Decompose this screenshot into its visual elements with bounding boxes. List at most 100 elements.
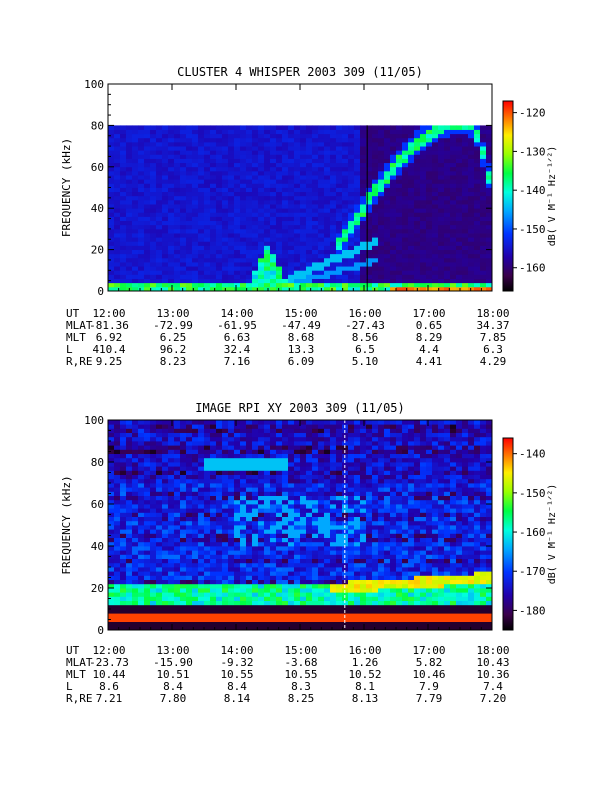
- spectrogram-cell: [246, 266, 253, 271]
- spectrogram-cell: [120, 204, 127, 209]
- spectrogram-cell: [336, 224, 343, 230]
- spectrogram-cell: [432, 253, 439, 259]
- spectrogram-cell: [378, 495, 385, 501]
- spectrogram-cell: [126, 466, 133, 471]
- spectrogram-cell: [264, 278, 271, 284]
- spectrogram-cell: [228, 583, 235, 589]
- spectrogram-cell: [444, 274, 451, 279]
- spectrogram-cell: [336, 596, 343, 601]
- spectrogram-cell: [330, 204, 337, 209]
- y-tick-label: 20: [91, 244, 104, 257]
- spectrogram-cell: [294, 483, 301, 488]
- spectrogram-cell: [420, 286, 427, 292]
- spectrogram-cell: [168, 575, 175, 580]
- spectrogram-cell: [150, 588, 157, 593]
- spectrogram-cell: [408, 286, 415, 292]
- spectrogram-cell: [396, 166, 403, 172]
- spectrogram-cell: [192, 220, 199, 226]
- spectrogram-cell: [186, 604, 193, 610]
- spectrogram-cell: [132, 278, 139, 284]
- spectrogram-cell: [258, 204, 265, 209]
- spectrogram-cell: [306, 158, 313, 164]
- spectrogram-cell: [228, 546, 235, 551]
- spectrogram-cell: [252, 187, 259, 193]
- spectrogram-cell: [372, 129, 379, 135]
- spectrogram-cell: [324, 478, 331, 484]
- spectrogram-cell: [216, 183, 223, 188]
- spectrogram-cell: [360, 183, 367, 188]
- spectrogram-cell: [216, 129, 223, 135]
- spectrogram-cell: [450, 262, 457, 267]
- spectrogram-cell: [486, 245, 493, 250]
- spectrogram-cell: [366, 546, 373, 551]
- spectrogram-cell: [366, 583, 373, 589]
- spectrogram-cell: [156, 249, 163, 255]
- spectrogram-cell: [348, 491, 355, 496]
- spectrogram-cell: [276, 596, 283, 601]
- spectrogram-cell: [330, 436, 337, 442]
- spectrogram-cell: [270, 596, 277, 601]
- spectrogram-cell: [174, 457, 181, 463]
- spectrogram-cell: [348, 270, 355, 275]
- spectrogram-cell: [162, 137, 169, 143]
- spectrogram-cell: [144, 537, 151, 543]
- spectrogram-cell: [108, 141, 115, 147]
- spectrogram-cell: [432, 170, 439, 176]
- spectrogram-cell: [468, 162, 475, 168]
- spectrogram-cell: [300, 253, 307, 259]
- spectrogram-cell: [282, 525, 289, 530]
- spectrogram-cell: [360, 270, 367, 275]
- ephemeris-value: 16:00: [348, 307, 381, 320]
- spectrogram-cell: [240, 154, 247, 159]
- spectrogram-cell: [198, 449, 205, 454]
- spectrogram-cell: [306, 187, 313, 193]
- spectrogram-cell: [180, 270, 187, 275]
- spectrogram-cell: [282, 125, 289, 130]
- spectrogram-cell: [126, 508, 133, 513]
- spectrogram-cell: [378, 562, 385, 568]
- spectrogram-cell: [348, 253, 355, 259]
- spectrogram-cell: [192, 150, 199, 155]
- spectrogram-cell: [318, 579, 325, 585]
- spectrogram-cell: [414, 228, 421, 234]
- spectrogram-cell: [270, 436, 277, 442]
- spectrogram-cell: [318, 483, 325, 488]
- spectrogram-cell: [174, 424, 181, 429]
- spectrogram-cell: [486, 266, 493, 271]
- spectrogram-cell: [396, 216, 403, 222]
- spectrogram-cell: [408, 282, 415, 288]
- spectrogram-cell: [258, 282, 265, 288]
- spectrogram-cell: [354, 282, 361, 288]
- spectrogram-cell: [258, 195, 265, 201]
- spectrogram-cell: [252, 436, 259, 442]
- spectrogram-cell: [252, 199, 259, 205]
- spectrogram-cell: [318, 253, 325, 259]
- spectrogram-cell: [246, 529, 253, 534]
- spectrogram-cell: [156, 125, 163, 130]
- spectrogram-cell: [306, 470, 313, 475]
- spectrogram-cell: [306, 533, 313, 538]
- spectrogram-cell: [474, 212, 481, 217]
- spectrogram-cell: [180, 592, 187, 597]
- spectrogram-cell: [300, 592, 307, 597]
- spectrogram-cell: [282, 266, 289, 271]
- spectrogram-cell: [168, 466, 175, 471]
- spectrogram-cell: [366, 529, 373, 534]
- spectrogram-cell: [360, 546, 367, 551]
- spectrogram-cell: [366, 228, 373, 234]
- spectrogram-cell: [294, 146, 301, 151]
- spectrogram-cell: [366, 175, 373, 180]
- spectrogram-cell: [198, 216, 205, 222]
- spectrogram-cell: [252, 537, 259, 543]
- spectrogram-cell: [264, 525, 271, 530]
- spectrogram-cell: [336, 125, 343, 130]
- spectrogram-cell: [396, 137, 403, 143]
- spectrogram-cell: [246, 588, 253, 593]
- spectrogram-cell: [378, 241, 385, 246]
- spectrogram-cell: [366, 216, 373, 222]
- spectrogram-cell: [480, 137, 487, 143]
- spectrogram-cell: [354, 562, 361, 568]
- spectrogram-cell: [234, 204, 241, 209]
- spectrogram-cell: [432, 133, 439, 139]
- spectrogram-cell: [222, 567, 229, 572]
